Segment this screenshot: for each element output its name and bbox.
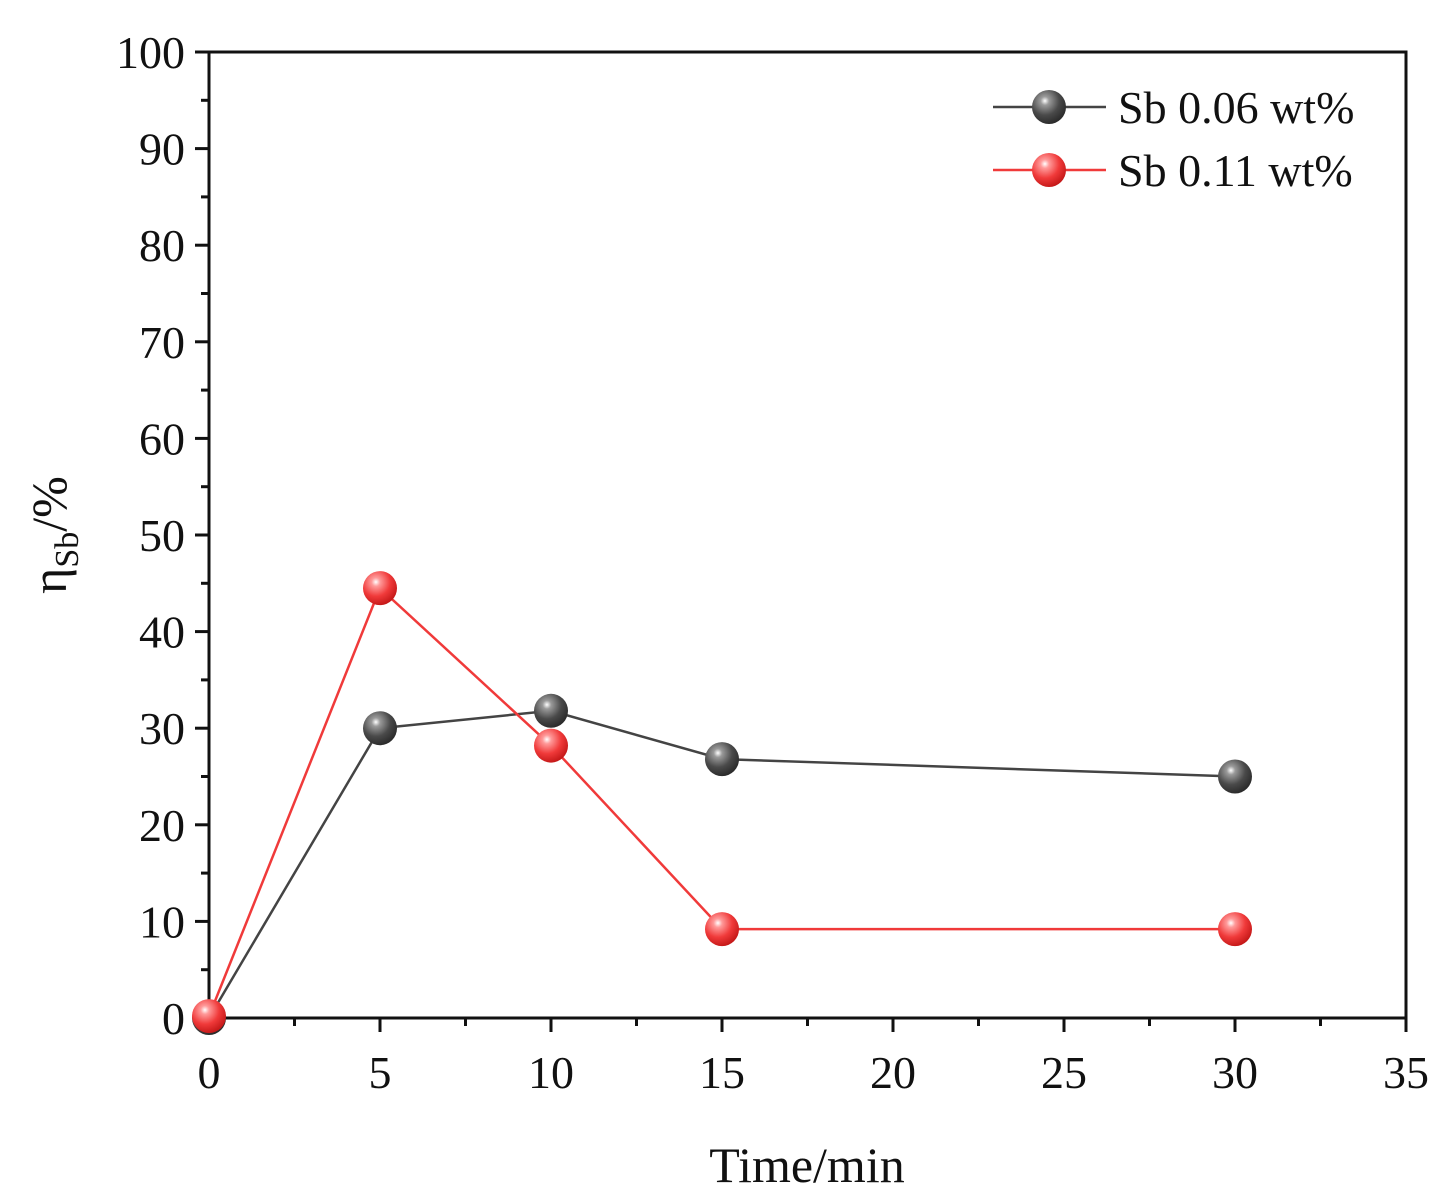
x-tick-label: 0 xyxy=(198,1047,221,1098)
y-axis-title-tail: /% xyxy=(21,476,77,532)
y-tick-label: 70 xyxy=(139,317,185,368)
y-tick-label: 80 xyxy=(139,220,185,271)
series-2-point xyxy=(192,999,226,1034)
x-tick-label: 5 xyxy=(369,1047,392,1098)
legend-label-1: Sb 0.06 wt% xyxy=(1118,82,1354,133)
x-axis-title: Time/min xyxy=(709,1137,904,1193)
x-tick-label: 35 xyxy=(1383,1047,1429,1098)
y-tick-label: 10 xyxy=(139,896,185,947)
series-2-point xyxy=(705,912,739,947)
legend: Sb 0.06 wt% Sb 0.11 wt% xyxy=(993,82,1354,196)
series-1-point xyxy=(705,742,739,777)
legend-marker-2 xyxy=(1032,153,1066,187)
y-axis-title-subscript: Sb xyxy=(49,532,86,568)
series-2-point xyxy=(534,728,568,763)
legend-label-2: Sb 0.11 wt% xyxy=(1118,145,1353,196)
x-tick-label: 10 xyxy=(528,1047,574,1098)
series-1-point xyxy=(1218,759,1252,794)
y-axis-title-main: η xyxy=(21,568,77,594)
series-2-point xyxy=(363,571,397,606)
x-tick-label: 25 xyxy=(1041,1047,1087,1098)
series-1-point xyxy=(363,711,397,746)
series-2-point xyxy=(1218,912,1252,947)
y-tick-label: 30 xyxy=(139,703,185,754)
y-tick-label: 50 xyxy=(139,510,185,561)
series-layer xyxy=(192,571,1252,1035)
series-1-point xyxy=(534,693,568,728)
x-tick-label: 20 xyxy=(870,1047,916,1098)
y-tick-label: 40 xyxy=(139,607,185,658)
y-tick-label: 20 xyxy=(139,800,185,851)
series-line-2 xyxy=(207,585,1235,1017)
y-tick-label: 100 xyxy=(116,27,185,78)
plot-frame xyxy=(207,50,1408,1020)
y-axis-title: ηSb/% xyxy=(21,476,86,594)
y-tick-label: 0 xyxy=(162,993,185,1044)
y-tick-label: 90 xyxy=(139,124,185,175)
x-tick-label: 15 xyxy=(699,1047,745,1098)
x-tick-label: 30 xyxy=(1212,1047,1258,1098)
axes: 0 5 10 15 20 25 30 35 0 10 20 30 40 50 60 70 80 90 100 xyxy=(116,27,1429,1098)
y-tick-label: 60 xyxy=(139,413,185,464)
legend-marker-1 xyxy=(1032,90,1066,124)
